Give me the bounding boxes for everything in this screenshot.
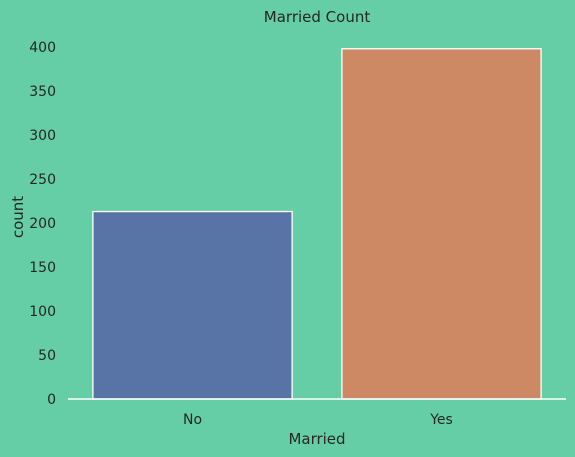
y-axis-ticks: 0 50 100 150 200 250 300 350 400 [29, 40, 56, 408]
bars [92, 48, 542, 400]
y-tick-label: 100 [29, 304, 56, 320]
y-axis-title: count [9, 196, 27, 238]
x-axis-title: Married [288, 430, 345, 448]
y-tick-label: 0 [47, 392, 56, 408]
x-axis-ticks: No Yes [183, 412, 453, 428]
bar-no [92, 210, 293, 400]
y-tick-label: 150 [29, 260, 56, 276]
y-tick-label: 250 [29, 172, 56, 188]
y-tick-label: 300 [29, 128, 56, 144]
y-tick-label: 50 [38, 348, 56, 364]
y-tick-label: 200 [29, 216, 56, 232]
x-tick-label: Yes [429, 412, 453, 428]
y-tick-label: 350 [29, 84, 56, 100]
bar-yes [341, 48, 542, 400]
x-tick-label: No [183, 412, 202, 428]
y-tick-label: 400 [29, 40, 56, 56]
chart-title: Married Count [264, 8, 371, 26]
